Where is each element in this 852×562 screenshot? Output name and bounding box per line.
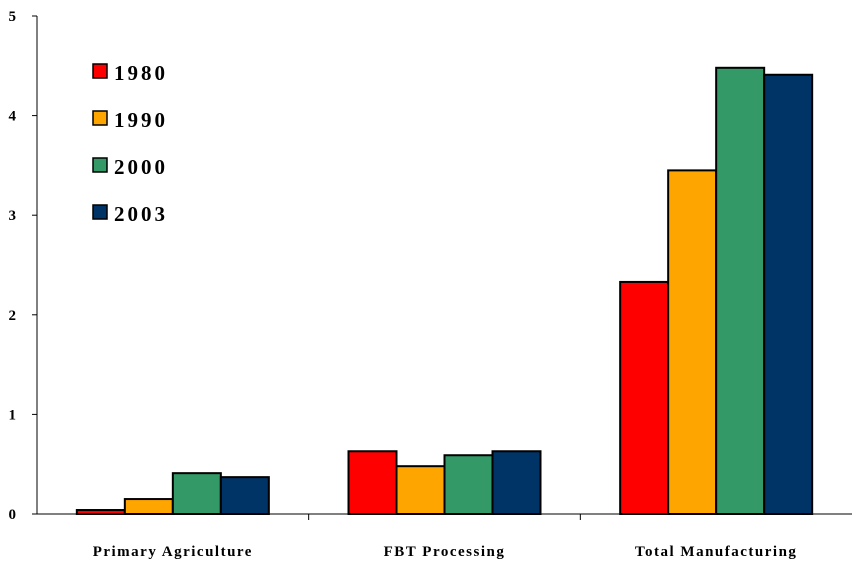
- bar-total-manufacturing-1980: [619, 280, 670, 515]
- category-labels: Primary Agriculture FBT Processing Total…: [93, 544, 798, 560]
- bars-group: [75, 66, 814, 516]
- y-tick-label-3: 3: [9, 208, 17, 224]
- legend-swatch-1980: [92, 63, 108, 79]
- legend-item-1990: 1990: [92, 108, 168, 132]
- bar-primary-agriculture-2000: [171, 472, 222, 515]
- bar-primary-agriculture-1980: [75, 509, 126, 515]
- y-axis-ticks: 0 1 2 3 4 5: [9, 9, 37, 523]
- bar-fbt-processing-2003: [491, 450, 542, 516]
- legend-label-2000: 2000: [114, 155, 168, 179]
- legend-swatch-1990: [92, 110, 108, 126]
- bar-primary-agriculture-1990: [123, 498, 174, 515]
- bar-total-manufacturing-2003: [763, 73, 814, 515]
- y-tick-label-5: 5: [9, 9, 17, 25]
- legend-label-1980: 1980: [114, 61, 168, 85]
- category-label-primary-agriculture: Primary Agriculture: [93, 544, 253, 560]
- y-tick-label-2: 2: [9, 308, 17, 324]
- legend-label-1990: 1990: [114, 108, 168, 132]
- legend-swatch-2000: [92, 157, 108, 173]
- category-label-total-manufacturing: Total Manufacturing: [635, 544, 798, 560]
- y-tick-label-4: 4: [9, 109, 17, 125]
- category-label-fbt-processing: FBT Processing: [384, 544, 506, 560]
- bar-fbt-processing-2000: [443, 454, 494, 515]
- y-tick-label-0: 0: [9, 507, 17, 523]
- legend-item-2003: 2003: [92, 202, 168, 226]
- bar-fbt-processing-1990: [395, 465, 446, 515]
- x-axis-ticks: [308, 514, 581, 520]
- bar-total-manufacturing-1990: [667, 169, 718, 515]
- bar-total-manufacturing-2000: [715, 66, 766, 516]
- y-tick-label-1: 1: [9, 407, 17, 423]
- legend-swatch-2003: [92, 204, 108, 220]
- legend-label-2003: 2003: [114, 202, 168, 226]
- bar-fbt-processing-1980: [347, 450, 398, 516]
- legend-item-1980: 1980: [92, 61, 168, 85]
- legend: 1980 1990 2000 2003: [92, 61, 168, 226]
- legend-item-2000: 2000: [92, 155, 168, 179]
- bar-primary-agriculture-2003: [219, 476, 270, 516]
